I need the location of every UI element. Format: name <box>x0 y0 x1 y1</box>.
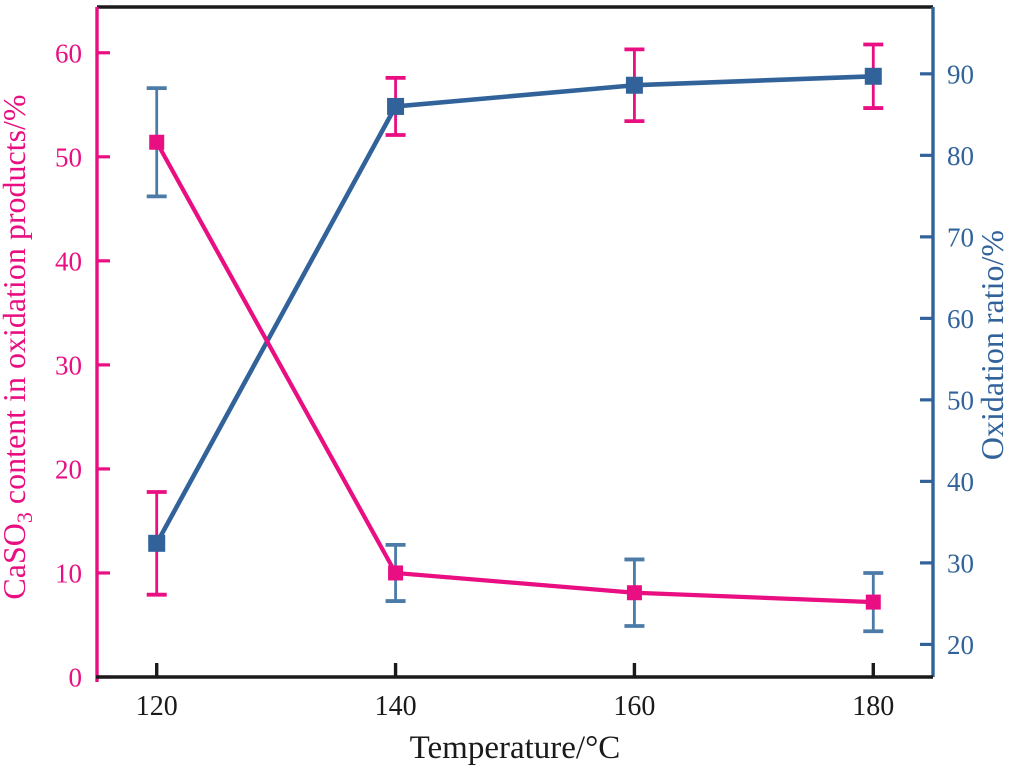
left-axis-tick-label: 30 <box>55 350 82 380</box>
data-point-caso3-content-in-oxidation-products <box>149 134 165 150</box>
right-axis-tick-label: 80 <box>947 141 974 171</box>
data-point-oxidation-ratio <box>625 76 643 94</box>
right-axis-tick-label: 70 <box>947 222 974 252</box>
left-axis-tick-label: 60 <box>55 38 82 68</box>
series-caso3-content-in-oxidation-products <box>146 86 884 634</box>
x-axis-tick-label: 160 <box>613 691 655 722</box>
left-axis-tick-label: 50 <box>55 142 82 172</box>
right-axis-tick-label: 30 <box>947 548 974 578</box>
right-axis-tick-label: 50 <box>947 385 974 415</box>
right-axis-tick-label: 20 <box>947 630 974 660</box>
left-axis-tick-label: 20 <box>55 454 82 484</box>
left-axis-tick-label: 10 <box>55 558 82 588</box>
data-point-caso3-content-in-oxidation-products <box>388 565 404 581</box>
right-axis-tick-label: 60 <box>947 304 974 334</box>
data-point-oxidation-ratio <box>148 534 166 552</box>
x-axis-tick-label: 180 <box>852 691 894 722</box>
right-axis-title: Oxidation ratio/% <box>974 230 1010 460</box>
right-axis-tick-label: 90 <box>947 59 974 89</box>
series-oxidation-ratio <box>146 42 884 597</box>
data-point-oxidation-ratio <box>864 67 882 85</box>
x-axis-title: Temperature/°C <box>410 730 621 766</box>
x-axis-tick-label: 120 <box>136 691 178 722</box>
left-axis-title: CaSO3 content in oxidation products/% <box>0 94 37 599</box>
series-line-caso3-content-in-oxidation-products <box>154 141 874 605</box>
left-axis-tick-label: 0 <box>69 663 83 693</box>
right-axis-tick-label: 40 <box>947 467 974 497</box>
data-point-oxidation-ratio <box>387 97 405 115</box>
data-point-caso3-content-in-oxidation-products <box>865 594 881 610</box>
x-axis-tick-label: 140 <box>375 691 417 722</box>
data-point-caso3-content-in-oxidation-products <box>626 585 642 601</box>
left-axis-tick-label: 40 <box>55 246 82 276</box>
series-line-oxidation-ratio <box>154 73 874 545</box>
